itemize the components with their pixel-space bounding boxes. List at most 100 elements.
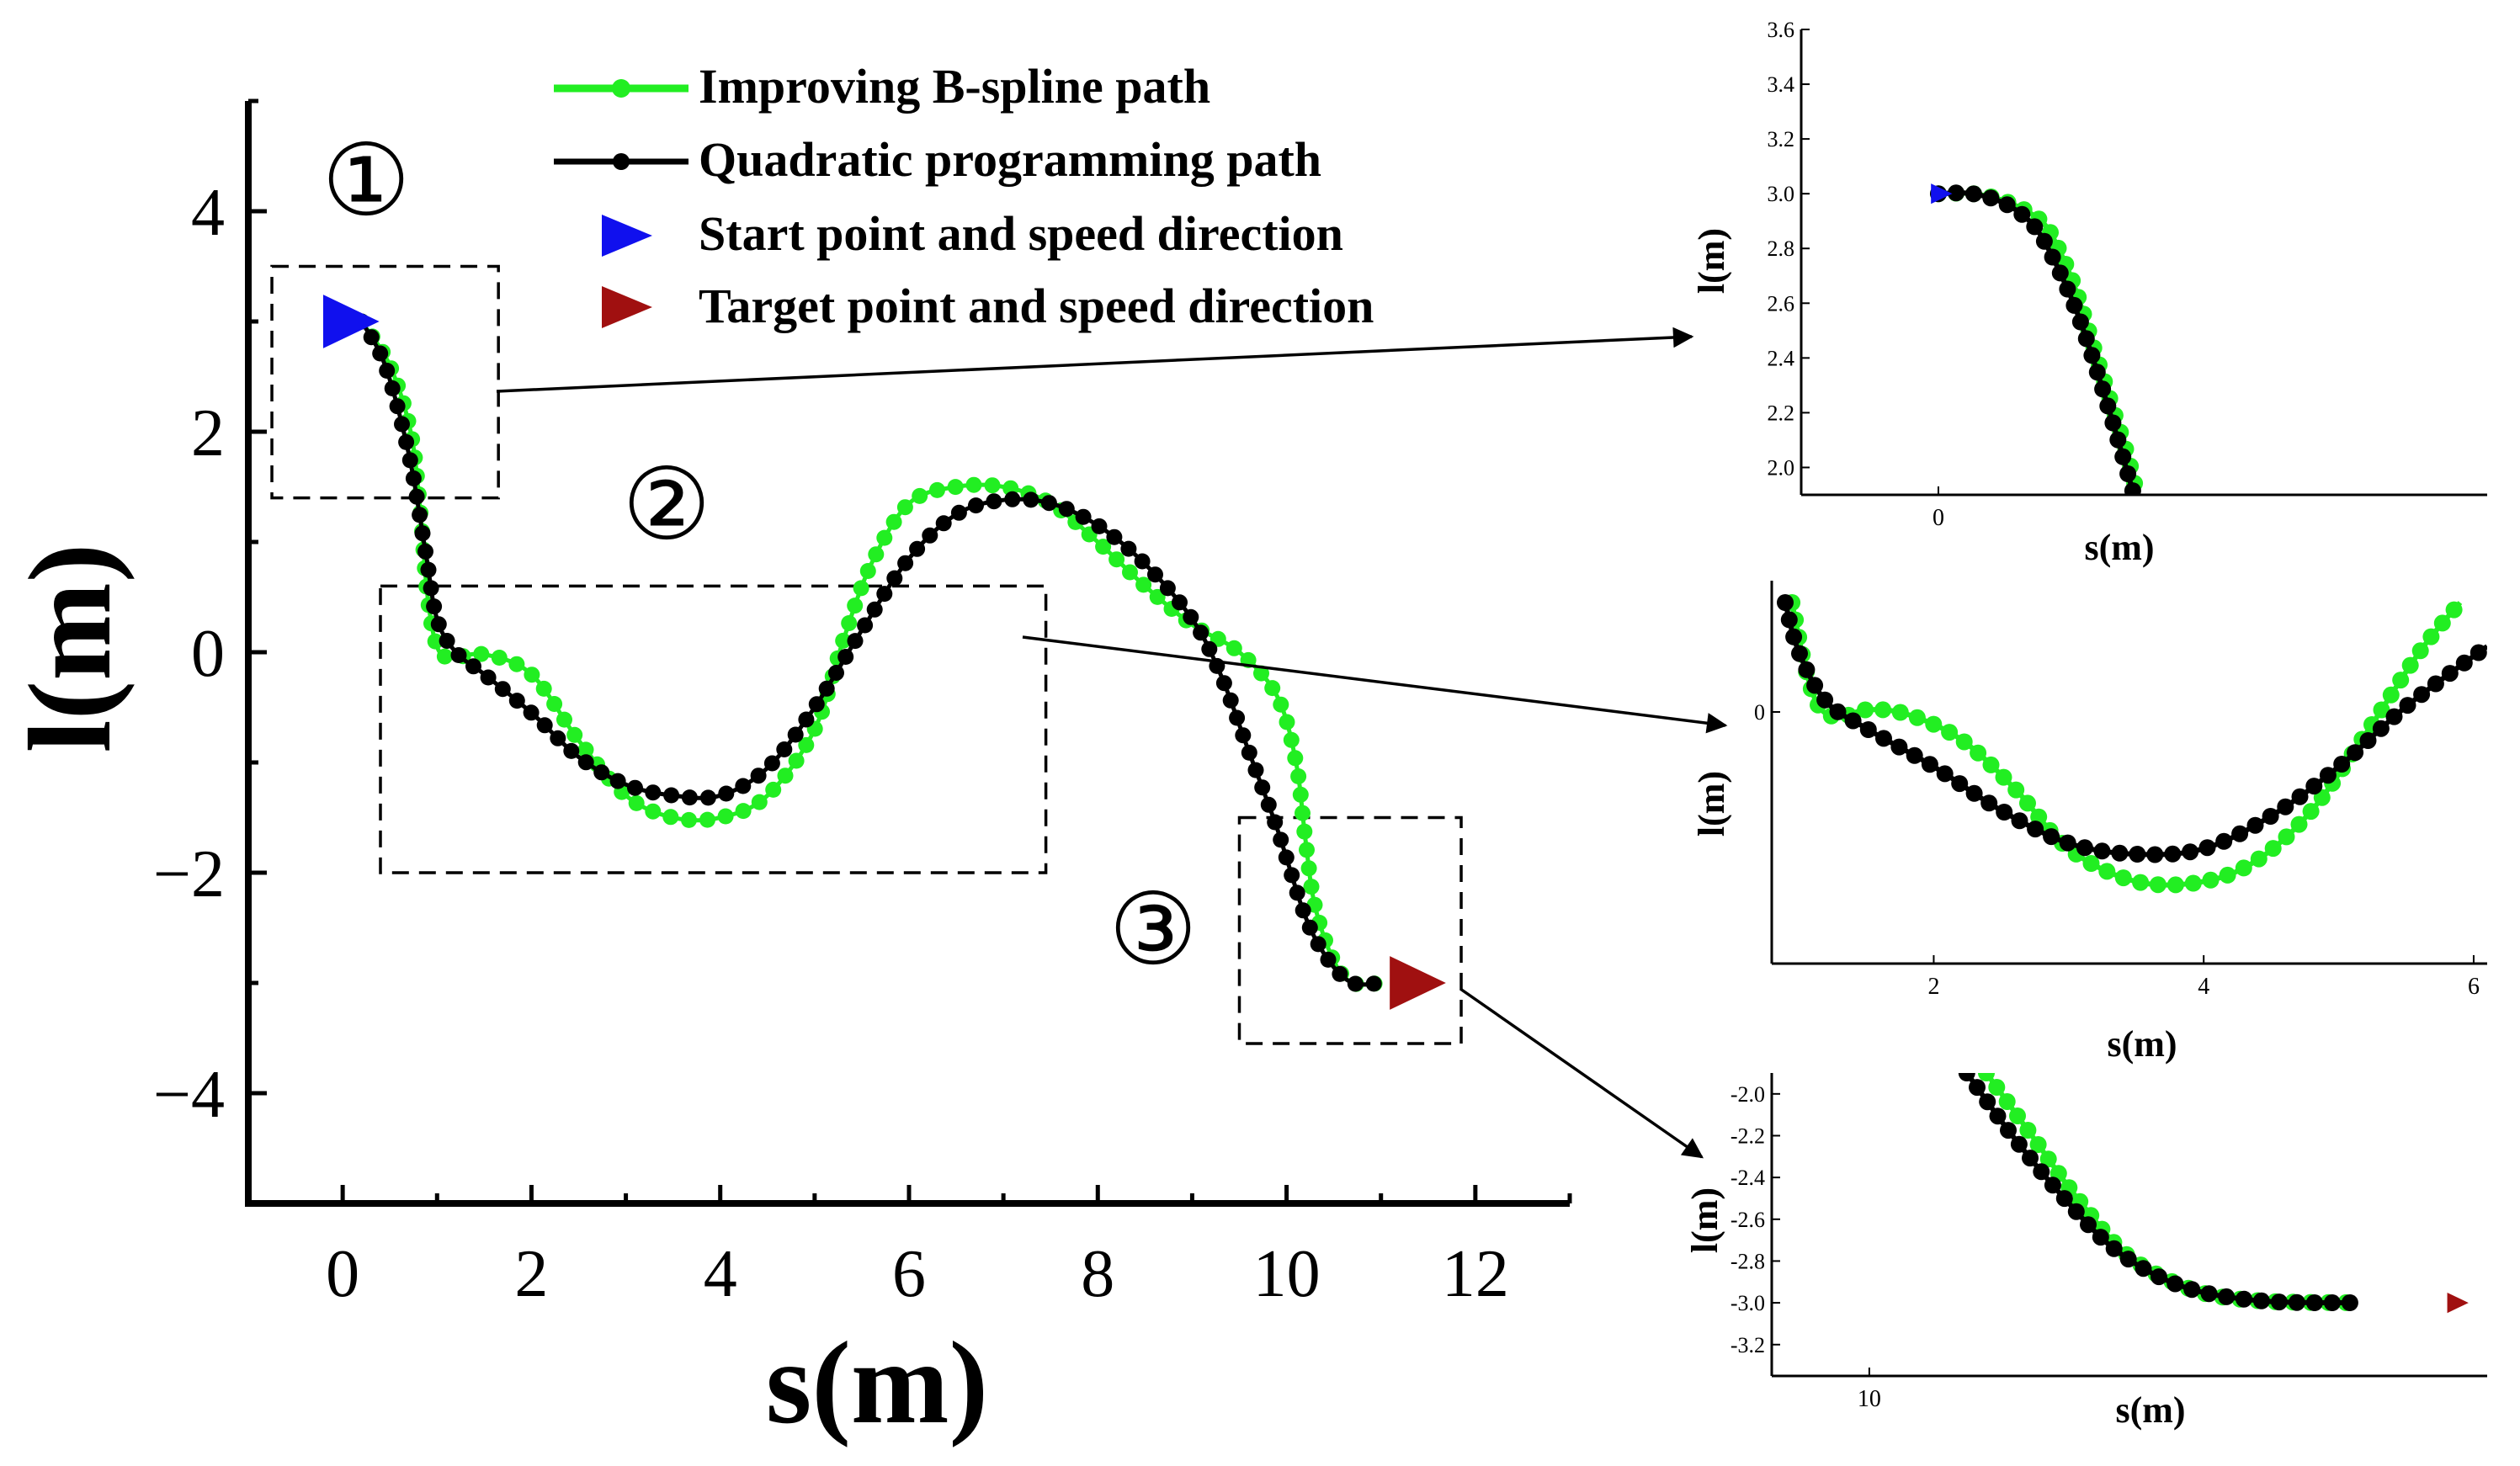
- zoom2-qp-point: [2076, 839, 2093, 857]
- main-qp-point: [1215, 675, 1232, 692]
- main-bspline-point: [556, 711, 572, 728]
- main-markers: [322, 295, 1446, 1010]
- main-bspline-point: [1279, 714, 1295, 730]
- main-qp-point: [1183, 608, 1199, 625]
- main-qp-point: [430, 616, 447, 633]
- zoom3-qp-point: [2252, 1292, 2270, 1309]
- zoom2-qp-point: [2305, 778, 2323, 795]
- main-qp-point: [837, 649, 854, 665]
- zoom2-qp-point: [1798, 661, 1816, 678]
- zoom2-bspline-point: [2219, 866, 2236, 884]
- main-bspline-point: [577, 741, 594, 758]
- main-x-tick-label: 12: [1442, 1237, 1509, 1311]
- zoom2-qp-point: [2011, 812, 2028, 830]
- main-qp-point: [1222, 692, 1239, 709]
- main-bspline-point: [1273, 696, 1289, 713]
- main-x-tick-label: 2: [514, 1237, 548, 1311]
- zoom3-y-tick-label: -3.2: [1731, 1333, 1765, 1357]
- main-bspline-point: [566, 726, 583, 743]
- main-qp-point: [857, 617, 874, 634]
- main-qp-point: [1229, 709, 1246, 726]
- zoom1-start-marker: [1931, 183, 1953, 204]
- main-qp-point: [968, 497, 984, 514]
- legend-label-target: Target point and speed direction: [699, 279, 1374, 333]
- legend-marker-qp: [613, 153, 630, 170]
- zoom2-bspline-point: [2302, 803, 2320, 821]
- zoom3-qp-point: [2218, 1288, 2236, 1305]
- zoom1-qp-point: [2044, 248, 2061, 266]
- zoom3-qp-point: [2119, 1251, 2137, 1268]
- zoom2-qp-point: [2277, 798, 2294, 815]
- zoom3-qp-point: [2080, 1216, 2097, 1234]
- main-bspline-point: [735, 803, 752, 820]
- zoom2-bspline-point: [2433, 614, 2451, 632]
- main-bspline-point: [912, 487, 928, 504]
- main-qp-point: [394, 416, 410, 433]
- zoom3-bspline-point: [2029, 1136, 2047, 1153]
- main-qp-point: [645, 784, 662, 801]
- zoom1-y-tick-label: 2.6: [1768, 291, 1795, 316]
- zoom3-bspline-point: [1988, 1079, 2006, 1096]
- zoom1-qp-point: [2065, 296, 2083, 314]
- zoom2-qp-point: [2043, 828, 2060, 846]
- main-bspline-point: [1287, 750, 1304, 767]
- main-qp-point: [1147, 566, 1163, 583]
- main-qp-point: [1201, 640, 1218, 657]
- main-qp-point: [818, 680, 835, 697]
- zoom2-x-tick-label: 2: [1927, 974, 1939, 1000]
- region-label-1: ①: [322, 126, 411, 236]
- main-bspline-point: [473, 645, 490, 662]
- zoom1-qp-point: [2051, 264, 2069, 282]
- zoom2-qp-point: [2359, 732, 2377, 749]
- main-qp-point: [909, 540, 926, 557]
- zoom1-qp-point: [2059, 280, 2076, 298]
- main-qp-point: [414, 525, 431, 542]
- zoom1-qp-point: [2094, 380, 2112, 398]
- zoom1-y-tick-label: 2.2: [1768, 401, 1795, 425]
- zoom1-y-tick-label: 3.4: [1768, 72, 1795, 97]
- main-bspline-point: [777, 768, 794, 784]
- main-qp-point: [1134, 553, 1151, 570]
- main-qp-point: [494, 681, 511, 698]
- zoom1-qp-point: [2124, 482, 2141, 495]
- main-start-marker: [322, 295, 380, 348]
- main-qp-point: [412, 507, 428, 523]
- legend-label-bspline: Improving B-spline path: [699, 59, 1210, 114]
- zoom2-qp-point: [2347, 744, 2364, 762]
- zoom3-y-axis-label: l(m): [1684, 1187, 1725, 1253]
- zoom2-qp-point: [2231, 825, 2249, 842]
- main-qp-point: [1301, 919, 1318, 936]
- zoom2-bspline-point: [1908, 709, 1926, 726]
- main-bspline-point: [1296, 823, 1313, 840]
- main-bspline-point: [1299, 842, 1315, 858]
- main-bspline-point: [1300, 860, 1317, 877]
- main-bspline-point: [1283, 731, 1300, 748]
- main-bspline-point: [546, 696, 563, 712]
- zoom1-qp-point: [2077, 330, 2095, 348]
- zoom2-y-tick-label: 0: [1754, 700, 1765, 725]
- zoom-panel-2: 2 4 6 0 s(m) l(m): [1691, 581, 2487, 1065]
- main-bspline-point: [765, 781, 782, 798]
- zoom3-qp-point: [2055, 1190, 2073, 1208]
- main-qp-point: [593, 764, 610, 781]
- zoom3-qp-point: [2288, 1293, 2305, 1311]
- main-y-axis-label: l(m): [5, 544, 136, 753]
- main-qp-point: [372, 345, 389, 362]
- zoom3-series: [1958, 1073, 2469, 1314]
- zoom-panel-3: 10 -2.0 -2.2 -2.4 -2.6 -2.8 -3.0 -3.2 s(m) l(m): [1684, 1073, 2487, 1431]
- main-bspline-point: [1303, 879, 1320, 895]
- main-bspline-point: [662, 809, 679, 826]
- zoom2-bspline-point: [1891, 704, 1909, 721]
- zoom2-qp-point: [1785, 628, 1803, 645]
- legend: Improving B-spline path Quadratic progra…: [554, 59, 1374, 333]
- main-qp-point: [1004, 491, 1021, 507]
- main-bspline-point: [853, 580, 869, 597]
- main-bspline-point: [841, 615, 858, 631]
- main-bspline-point: [1225, 640, 1242, 656]
- main-qp-point: [389, 398, 406, 415]
- main-qp-point: [1260, 796, 1277, 813]
- zoom2-bspline-point: [2149, 876, 2166, 894]
- zoom3-qp-point: [1989, 1107, 2007, 1125]
- main-qp-point: [1241, 744, 1257, 761]
- zoom2-qp-point: [2427, 675, 2444, 693]
